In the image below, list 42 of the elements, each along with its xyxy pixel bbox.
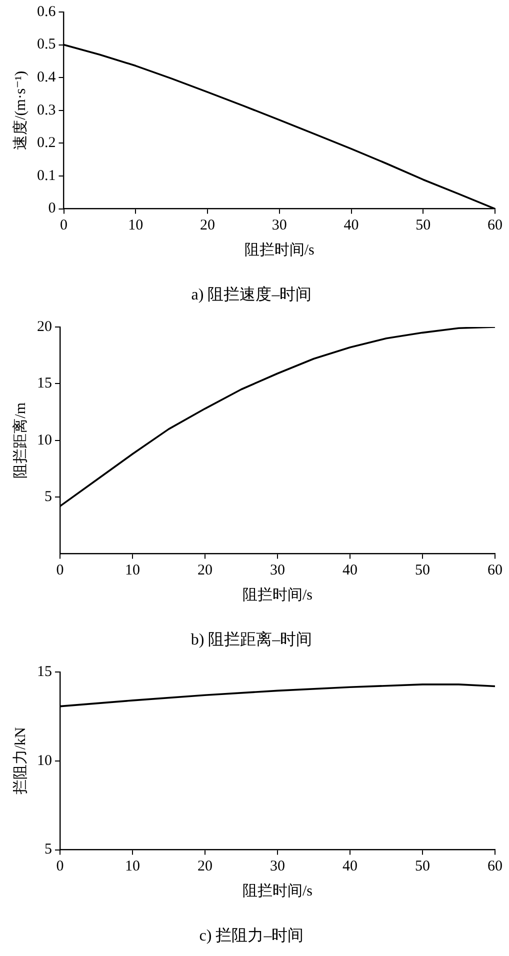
x-tick-label: 60 (488, 858, 502, 875)
y-axis-title: 阻拦距离/m (12, 402, 29, 478)
y-tick-label: 0.5 (37, 36, 56, 53)
y-tick-label: 0.6 (37, 4, 56, 20)
y-tick-label: 10 (37, 752, 52, 769)
y-tick-label: 15 (37, 664, 52, 680)
y-tick-label: 0.2 (37, 135, 56, 152)
x-axis-title: 阻拦时间/s (242, 586, 313, 604)
x-tick-label: 10 (125, 858, 140, 875)
y-axis-title: 速度/(m·s⁻¹) (12, 70, 29, 150)
y-tick-label: 15 (37, 376, 52, 392)
y-axis-title: 拦阻力/kN (12, 726, 29, 795)
x-tick-label: 20 (198, 562, 212, 579)
text: c) 拦阻力–时间 (199, 926, 304, 945)
x-tick-label: 30 (270, 562, 285, 579)
x-axis-title: 阻拦时间/s (242, 882, 313, 900)
x-tick-label: 30 (270, 858, 285, 875)
x-tick-label: 40 (342, 858, 358, 875)
x-tick-label: 50 (415, 562, 430, 579)
x-tick-label: 20 (200, 218, 215, 234)
x-tick-label: 50 (416, 218, 431, 234)
y-tick-label: 5 (44, 489, 52, 506)
x-tick-label: 60 (488, 218, 502, 234)
y-tick-label: 0.3 (37, 102, 56, 118)
x-tick-label: 10 (128, 218, 144, 234)
x-axis-title: 阻拦时间/s (244, 242, 315, 259)
x-tick-label: 0 (60, 218, 68, 234)
x-tick-label: 40 (344, 218, 359, 234)
y-tick-label: 0 (48, 200, 56, 217)
text: b) 阻拦距离–时间 (190, 630, 312, 649)
x-tick-label: 50 (415, 858, 430, 875)
x-tick-label: 40 (342, 562, 358, 579)
y-tick-label: 20 (37, 318, 52, 335)
x-tick-label: 30 (272, 218, 287, 234)
x-tick-label: 10 (125, 562, 140, 579)
x-tick-label: 60 (488, 562, 502, 579)
y-tick-label: 5 (44, 842, 52, 858)
y-tick-label: 0.1 (37, 168, 56, 184)
y-tick-label: 0.4 (37, 70, 56, 86)
y-tick-label: 10 (37, 432, 52, 448)
text: a) 阻拦速度–时间 (191, 286, 312, 304)
x-tick-label: 20 (198, 858, 212, 875)
